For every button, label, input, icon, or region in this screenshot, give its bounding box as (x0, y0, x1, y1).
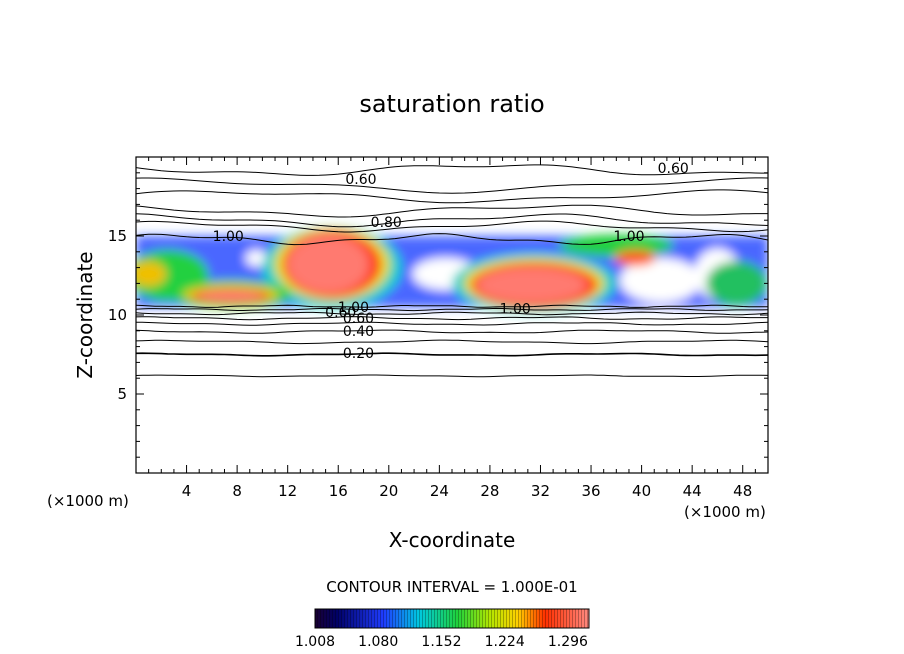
colorbar-tick-label: 1.152 (421, 634, 461, 650)
contour-0.1 (136, 374, 768, 378)
x-axis-ticks: 4 8 12 16 20 24 28 32 36 40 44 48 (148, 157, 756, 500)
halo-right-top (559, 234, 674, 257)
x-tick-label: 4 (182, 482, 192, 500)
contour-0.9 (136, 304, 768, 308)
x-tick-label: 20 (379, 482, 398, 500)
contour-upper-0.4 (136, 164, 768, 176)
contour-label: 0.40 (343, 324, 374, 340)
colorbar-tick-label: 1.224 (485, 634, 525, 650)
contour-0.2 (136, 352, 768, 357)
pink-core-a (287, 236, 369, 293)
contour-upper-0.7 (136, 204, 768, 218)
y-tick-label: 5 (117, 385, 127, 403)
pink-base-a (199, 290, 263, 302)
plot-frame (135, 156, 769, 474)
subsaturated-hole (245, 250, 267, 267)
x-axis-label: X-coordinate (389, 528, 516, 552)
x-tick-label: 12 (278, 482, 297, 500)
chart-title: saturation ratio (359, 90, 544, 118)
colorbar-tick-label: 1.296 (548, 634, 588, 650)
contour-label: 1.00 (338, 300, 369, 316)
contour-label: 1.00 (213, 229, 244, 245)
yellow-left (136, 261, 167, 287)
contour-0.4 (136, 329, 768, 334)
colorbar-tick-labels: 1.008 1.080 1.152 1.224 1.296 (295, 634, 588, 650)
pink-core-b (477, 267, 586, 303)
subsaturated-hole (620, 258, 702, 303)
x-tick-label: 28 (480, 482, 499, 500)
red-right (615, 250, 656, 267)
x-tick-label: 24 (430, 482, 449, 500)
x-tick-label: 40 (632, 482, 651, 500)
contour-labels: 0.600.600.801.00 1.001.000.600.600.401.00… (213, 161, 689, 362)
contour-upper-0.9 (136, 220, 768, 233)
contour-interval-text: CONTOUR INTERVAL = 1.000E-01 (326, 578, 577, 596)
contour-upper-0.5 (136, 177, 768, 194)
saturation-field (136, 226, 768, 314)
contour-label: 0.60 (345, 172, 376, 188)
contour-label: 0.60 (658, 161, 689, 177)
contour-upper-0.8 (136, 213, 768, 228)
y-axis-ticks: 5 10 15 (108, 172, 768, 458)
y-tick-label: 15 (108, 227, 127, 245)
contour-label: 1.00 (500, 302, 531, 318)
contour-lines (136, 164, 768, 378)
x-tick-label: 44 (683, 482, 702, 500)
contour-0.8 (136, 307, 768, 312)
contour-label: 0.20 (343, 346, 374, 362)
contour-0.6 (136, 316, 768, 321)
colorbar (314, 608, 590, 629)
y-tick-label: 10 (108, 306, 127, 324)
contour-0.3 (136, 339, 768, 345)
x-tick-label: 32 (531, 482, 550, 500)
halo-right (706, 261, 767, 306)
y-axis-label: Z-coordinate (73, 251, 97, 378)
x-unit-right: (×1000 m) (684, 503, 766, 521)
x-unit-left: (×1000 m) (47, 492, 129, 510)
x-tick-label: 16 (329, 482, 348, 500)
colorbar-tick-label: 1.080 (358, 634, 398, 650)
contour-0.7 (136, 311, 768, 316)
contour-label: 0.60 (325, 305, 356, 321)
x-tick-label: 36 (581, 482, 600, 500)
contour-1.0-top (136, 233, 768, 246)
contour-label: 0.60 (343, 311, 374, 327)
contour-label: 0.80 (371, 215, 402, 231)
x-tick-label: 48 (733, 482, 752, 500)
contour-label: 1.00 (613, 229, 644, 245)
contour-upper-0.6 (136, 189, 768, 204)
colorbar-tick-label: 1.008 (295, 634, 335, 650)
x-tick-label: 8 (232, 482, 242, 500)
contour-0.5 (136, 321, 768, 326)
